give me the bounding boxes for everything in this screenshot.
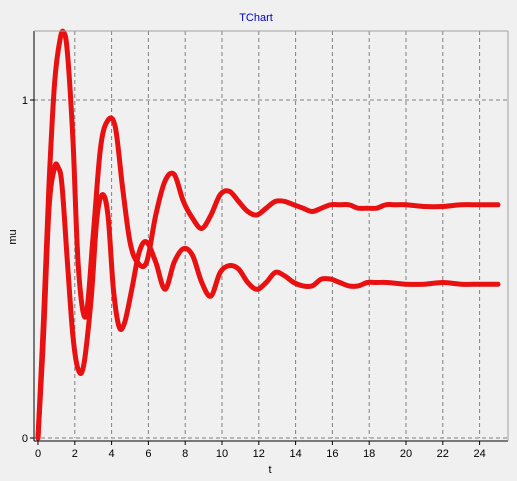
x-tick-label: 4 (109, 448, 115, 460)
grid (34, 31, 508, 441)
x-tick-label: 16 (326, 448, 338, 460)
axes (33, 30, 509, 442)
series-line-2 (35, 161, 501, 441)
x-tick-label: 6 (145, 448, 151, 460)
x-tick-label: 12 (253, 448, 265, 460)
series-line-1 (35, 28, 501, 441)
y-axis-ticks: 01 (22, 95, 34, 445)
series-group (35, 28, 501, 441)
x-tick-label: 22 (437, 448, 449, 460)
plot-area (34, 31, 508, 441)
x-tick-label: 20 (400, 448, 412, 460)
x-tick-label: 18 (363, 448, 375, 460)
y-tick-label: 1 (22, 95, 28, 107)
x-tick-label: 24 (473, 448, 485, 460)
chart-title: TChart (239, 12, 273, 24)
x-tick-label: 2 (72, 448, 78, 460)
x-axis-ticks: 0 2 4 6 8 10 12 14 16 18 20 22 24 (35, 441, 486, 460)
x-tick-label: 14 (289, 448, 301, 460)
x-tick-label: 8 (182, 448, 188, 460)
x-tick-label: 10 (216, 448, 228, 460)
y-tick-label: 0 (22, 433, 28, 445)
x-tick-label: 0 (35, 448, 41, 460)
y-axis-label: mu (7, 229, 19, 244)
x-axis-label: t (268, 464, 271, 476)
